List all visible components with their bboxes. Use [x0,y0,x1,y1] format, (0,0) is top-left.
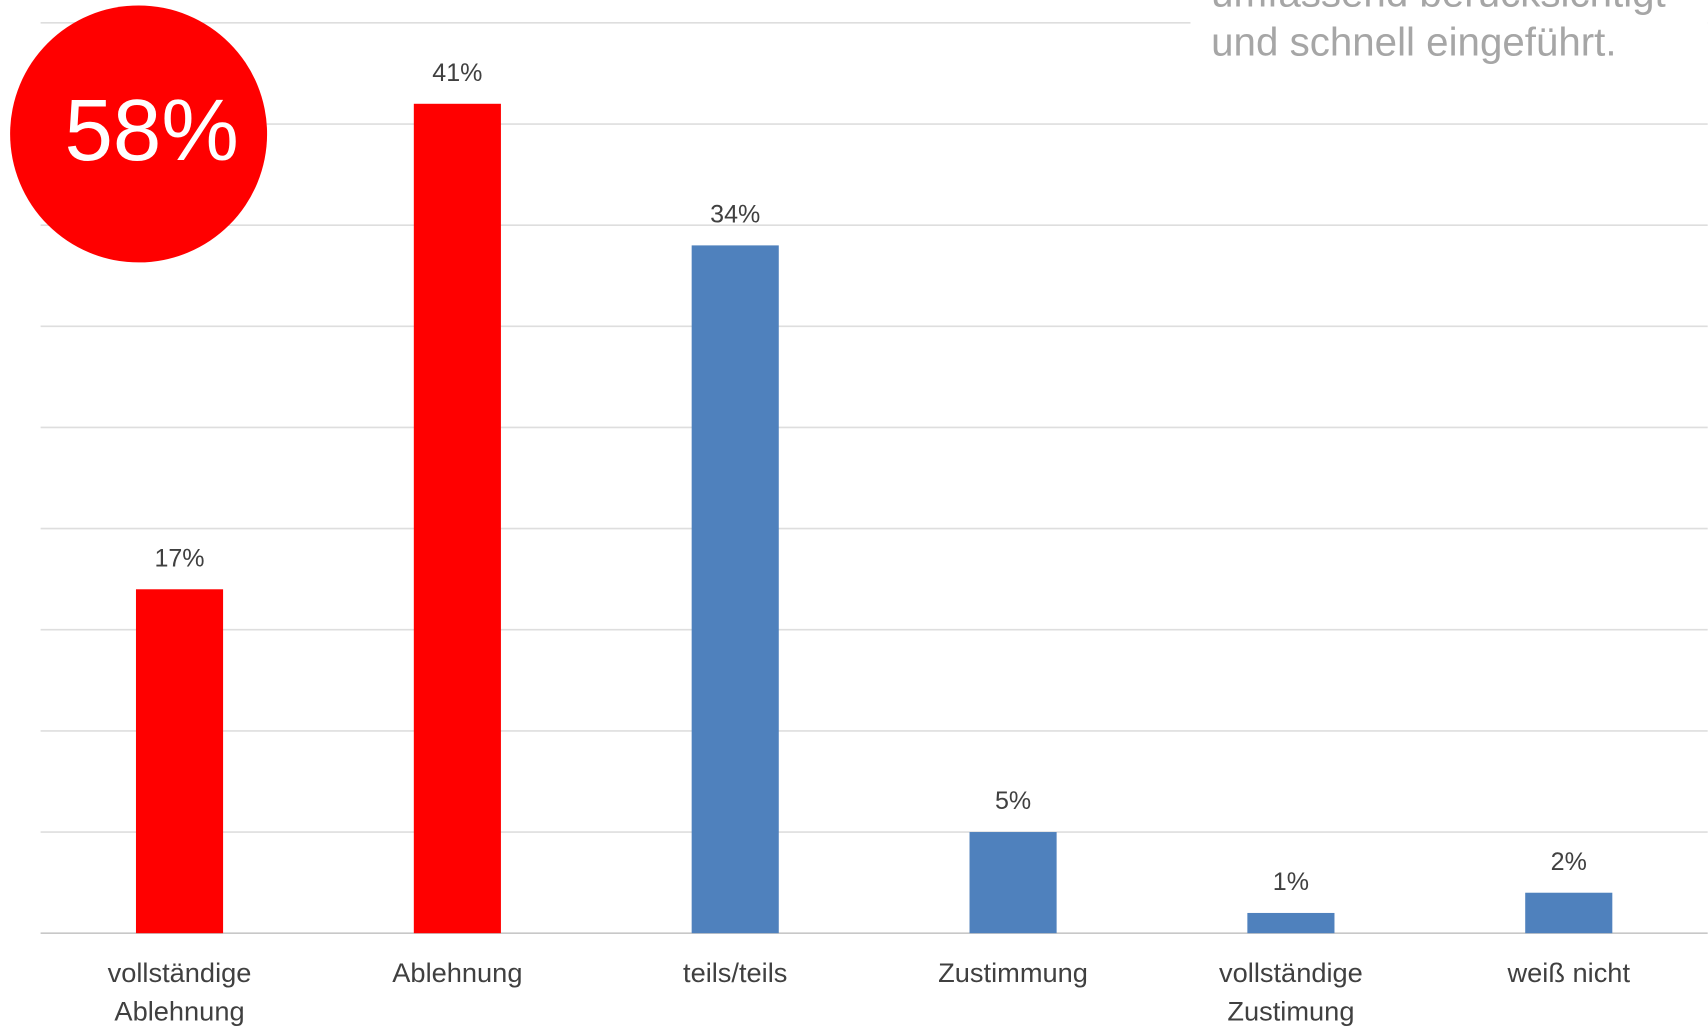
grid [40,22,1708,934]
bar [969,832,1057,934]
bar [1247,912,1335,934]
value-label: 17% [154,544,204,572]
x-tick-box: Zustimmung [938,958,1088,989]
x-tick-label: vollständige Ablehnung [107,958,252,1027]
value-label: 41% [432,59,482,87]
badge-text: 58% [64,82,238,179]
badge-circle [10,5,268,263]
x-tick-label: Zustimmung [938,958,1088,989]
x-tick-label: teils/teils [683,958,788,989]
value-label: 5% [995,787,1031,815]
x-tick-label: vollständige Zustimung [1219,958,1363,1027]
x-tick-box: vollständige Zustimung [1219,958,1363,1027]
x-tick-box: weiß nicht [1507,958,1631,989]
x-tick-label: Ablehnung [392,958,523,989]
bar [1525,892,1613,934]
bar [691,245,779,934]
bar [135,589,224,934]
note-box: umfassend berücksichtigt und schnell ein… [1211,0,1666,65]
annotation: umfassend berücksichtigt und schnell ein… [1211,0,1666,65]
x-tick-label: weiß nicht [1507,958,1631,989]
x-tick-box: teils/teils [683,958,788,989]
x-tick-box: vollständige Ablehnung [107,958,252,1027]
x-tick-box: Ablehnung [392,958,523,989]
value-label: 34% [710,201,760,229]
note-bg [1190,0,1708,109]
bar [413,103,501,934]
bars: 17% vollständige Ablehnung 41% Ablehnung 34%… [107,59,1631,1027]
value-label: 2% [1551,848,1587,876]
value-label: 1% [1273,868,1309,896]
